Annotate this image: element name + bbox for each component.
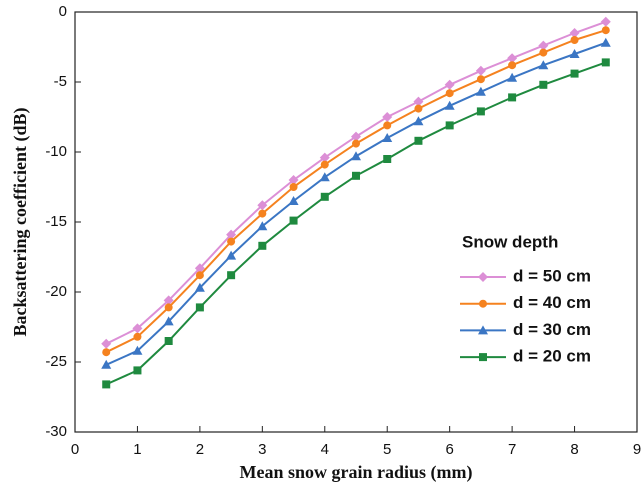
marker xyxy=(257,200,268,211)
marker xyxy=(102,380,111,389)
y-axis-label: Backsattering coefficient (dB) xyxy=(10,108,31,337)
marker xyxy=(570,69,579,78)
marker xyxy=(194,282,205,292)
marker xyxy=(320,160,329,169)
x-tick-label: 5 xyxy=(383,441,391,458)
marker xyxy=(258,209,267,218)
marker xyxy=(351,151,361,161)
legend-label: d = 40 cm xyxy=(513,293,591,312)
marker xyxy=(476,75,485,84)
x-tick-label: 9 xyxy=(633,441,641,458)
marker xyxy=(539,80,548,89)
marker xyxy=(319,172,330,182)
marker xyxy=(444,100,455,110)
marker xyxy=(289,183,298,191)
marker xyxy=(600,16,611,27)
marker xyxy=(320,192,329,201)
x-tick-label: 8 xyxy=(570,441,578,458)
legend-label: d = 50 cm xyxy=(513,266,591,285)
marker xyxy=(479,353,487,362)
y-tick-label: -15 xyxy=(45,213,67,230)
marker xyxy=(413,116,424,126)
y-tick-label: 0 xyxy=(59,3,67,20)
x-tick-label: 0 xyxy=(71,441,79,458)
x-tick-label: 3 xyxy=(258,441,266,458)
marker xyxy=(601,58,610,67)
legend-label: d = 30 cm xyxy=(513,320,591,339)
x-tick-label: 2 xyxy=(196,441,204,458)
marker xyxy=(570,36,579,44)
marker xyxy=(478,272,488,282)
y-tick-label: -25 xyxy=(45,353,67,370)
marker xyxy=(444,79,455,90)
y-tick-label: -30 xyxy=(45,423,67,440)
x-tick-label: 6 xyxy=(445,441,453,458)
marker xyxy=(163,295,174,306)
marker xyxy=(352,171,360,180)
marker xyxy=(195,271,204,280)
legend-title: Snow depth xyxy=(462,232,558,251)
marker xyxy=(164,303,173,312)
marker xyxy=(351,131,361,142)
marker xyxy=(383,155,392,163)
marker xyxy=(227,271,236,280)
marker xyxy=(538,60,549,70)
marker xyxy=(133,332,142,341)
marker xyxy=(101,338,112,349)
marker xyxy=(382,133,393,142)
marker xyxy=(163,316,174,326)
marker xyxy=(508,61,517,70)
marker xyxy=(194,263,205,274)
marker xyxy=(414,136,423,145)
marker xyxy=(132,345,143,355)
marker xyxy=(475,65,486,76)
marker xyxy=(288,175,299,185)
marker xyxy=(226,229,237,240)
marker xyxy=(507,72,518,82)
legend-label: d = 20 cm xyxy=(513,347,591,366)
marker xyxy=(258,241,267,250)
marker xyxy=(133,366,142,375)
marker xyxy=(414,104,423,113)
marker xyxy=(508,93,517,102)
x-tick-label: 4 xyxy=(321,441,329,458)
marker xyxy=(383,121,392,130)
marker xyxy=(569,28,580,38)
marker xyxy=(102,348,111,357)
x-axis-label: Mean snow grain radius (mm) xyxy=(240,462,473,483)
marker xyxy=(288,196,299,205)
marker xyxy=(569,49,580,58)
marker xyxy=(445,89,454,98)
plot-frame xyxy=(74,11,638,433)
y-tick-label: -20 xyxy=(45,283,67,300)
marker xyxy=(352,139,360,148)
marker xyxy=(476,107,485,116)
marker xyxy=(478,325,488,335)
marker xyxy=(601,26,610,35)
x-tick-label: 7 xyxy=(508,441,516,458)
marker xyxy=(382,112,393,122)
marker xyxy=(413,96,424,107)
y-tick-label: -10 xyxy=(45,143,67,160)
y-tick-label: -5 xyxy=(54,73,67,90)
x-tick-label: 1 xyxy=(133,441,141,458)
marker xyxy=(101,359,112,369)
marker xyxy=(538,40,549,51)
marker xyxy=(164,337,173,345)
marker xyxy=(132,323,143,334)
marker xyxy=(539,48,548,57)
marker xyxy=(226,250,237,260)
marker xyxy=(227,237,236,246)
marker xyxy=(475,86,486,96)
marker xyxy=(195,303,204,312)
marker xyxy=(445,121,454,130)
marker xyxy=(507,53,518,64)
marker xyxy=(319,152,330,163)
marker xyxy=(289,216,298,225)
marker xyxy=(600,37,611,47)
series-line xyxy=(105,41,607,366)
marker xyxy=(257,221,268,231)
marker xyxy=(479,299,487,308)
